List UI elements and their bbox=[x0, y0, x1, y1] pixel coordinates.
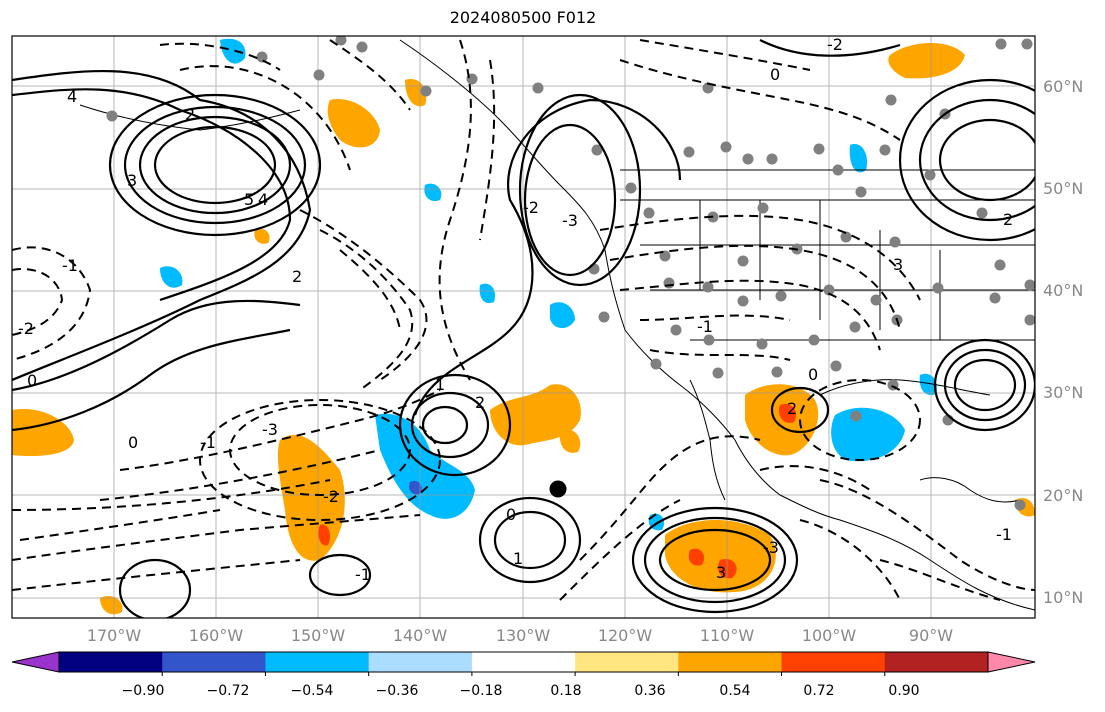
negative-anomaly-patch bbox=[919, 373, 937, 396]
colorbar-segment bbox=[471, 652, 576, 672]
colorbar-tick-label: 0.90 bbox=[888, 683, 920, 699]
positive-anomaly-patch bbox=[327, 99, 380, 148]
colorbar-border bbox=[58, 651, 989, 673]
colorbar-tick-label: −0.54 bbox=[290, 683, 334, 699]
contour-label: -2 bbox=[323, 487, 339, 506]
lat-label: 10°N bbox=[1043, 588, 1084, 607]
negative-anomaly-patch bbox=[409, 480, 422, 495]
contour-label: 2 bbox=[787, 399, 797, 418]
colorbar-segment bbox=[884, 652, 989, 672]
negative-anomaly-patch bbox=[160, 266, 183, 288]
colorbar-tick-label: 0.36 bbox=[634, 683, 666, 699]
lon-label: 90°W bbox=[908, 626, 954, 645]
colorbar bbox=[11, 651, 1036, 676]
contour-label: 0 bbox=[506, 505, 516, 524]
contour-label: -2 bbox=[523, 198, 539, 217]
contour-labels: 2 4 3 5 4 -1 -2 -3 0 1 2 -2 -3 -2 1 0 -1… bbox=[18, 35, 1013, 584]
colorbar-tick-label: 0.18 bbox=[550, 683, 582, 699]
lat-label: 30°N bbox=[1043, 383, 1084, 402]
negative-anomaly-patch bbox=[424, 183, 442, 202]
positive-anomaly-patch bbox=[778, 403, 797, 423]
contour-label: -2 bbox=[18, 319, 34, 338]
positive-anomaly-patch bbox=[745, 384, 819, 456]
solid-contours bbox=[12, 39, 1035, 618]
contour-label: -3 bbox=[763, 538, 779, 557]
center-marker bbox=[549, 480, 567, 498]
contour-label: -3 bbox=[262, 420, 278, 439]
colorbar-tick-label: −0.18 bbox=[459, 683, 503, 699]
negative-anomaly-patch bbox=[849, 144, 868, 173]
negative-anomaly-patch bbox=[831, 407, 905, 462]
contour-label: 4 bbox=[258, 190, 268, 209]
contour-label: -1 bbox=[355, 565, 371, 584]
map-border bbox=[11, 35, 1036, 619]
colorbar-tick-label: −0.72 bbox=[206, 683, 250, 699]
contour-label: 4 bbox=[67, 87, 77, 106]
positive-anomaly-patch bbox=[559, 429, 581, 453]
contour-label: -1 bbox=[697, 317, 713, 336]
positive-anomaly-patch bbox=[688, 548, 705, 566]
colorbar-segment bbox=[265, 652, 370, 672]
positive-anomaly-patch bbox=[318, 524, 331, 546]
contour-label: 3 bbox=[716, 563, 726, 582]
lon-label: 150°W bbox=[290, 626, 346, 645]
contour-label: 0 bbox=[770, 65, 780, 84]
negative-anomaly-patch bbox=[550, 302, 575, 329]
lon-label: 120°W bbox=[597, 626, 653, 645]
colorbar-extend-high bbox=[987, 651, 1036, 673]
contour-label: -1 bbox=[996, 525, 1012, 544]
lat-label: 40°N bbox=[1043, 281, 1084, 300]
contour-label: 2 bbox=[475, 393, 485, 412]
negative-anomaly-patch bbox=[479, 283, 496, 304]
contour-label: -3 bbox=[562, 211, 578, 230]
lon-label: 130°W bbox=[495, 626, 551, 645]
colorbar-segment bbox=[678, 652, 783, 672]
colorbar-segment bbox=[162, 652, 266, 672]
contour-label: -1 bbox=[62, 256, 78, 275]
colorbar-segment bbox=[575, 652, 679, 672]
lon-label: 170°W bbox=[86, 626, 142, 645]
colorbar-segment bbox=[368, 652, 473, 672]
contour-label: 0 bbox=[808, 365, 818, 384]
lon-label: 140°W bbox=[392, 626, 448, 645]
contour-label: 1 bbox=[435, 375, 445, 394]
colorbar-tick-label: 0.72 bbox=[803, 683, 835, 699]
dashed-contours bbox=[12, 39, 1035, 601]
positive-anomaly-patch bbox=[888, 42, 965, 79]
contour-label: 2 bbox=[292, 267, 302, 286]
lat-label: 60°N bbox=[1043, 77, 1084, 96]
contour-label: 3 bbox=[893, 255, 903, 274]
colorbar-extend-low bbox=[11, 651, 60, 673]
contour-label: 2 bbox=[185, 105, 195, 124]
negative-anomaly-patch bbox=[220, 38, 246, 64]
contour-label: 2 bbox=[1003, 210, 1013, 229]
colorbar-tick-label: −0.36 bbox=[375, 683, 419, 699]
contour-label: 5 bbox=[244, 190, 254, 209]
lat-label: 20°N bbox=[1043, 486, 1084, 505]
positive-anomaly-patch bbox=[490, 384, 581, 446]
contour-label: -1 bbox=[200, 433, 216, 452]
contour-label: 1 bbox=[513, 549, 523, 568]
lat-label: 50°N bbox=[1043, 179, 1084, 198]
contour-label: 0 bbox=[128, 433, 138, 452]
contour-label: 3 bbox=[127, 171, 137, 190]
anomaly-shading bbox=[12, 38, 1035, 615]
positive-anomaly-patch bbox=[665, 520, 776, 593]
lon-label: 110°W bbox=[699, 626, 755, 645]
colorbar-segment bbox=[59, 652, 163, 672]
map-title: 2024080500 F012 bbox=[449, 8, 597, 27]
lon-label: 100°W bbox=[801, 626, 857, 645]
contour-label: -2 bbox=[827, 35, 843, 54]
colorbar-tick-label: 0.54 bbox=[719, 683, 751, 699]
positive-anomaly-patch bbox=[254, 228, 270, 244]
lon-label: 160°W bbox=[188, 626, 244, 645]
colorbar-tick-label: −0.90 bbox=[121, 683, 165, 699]
positive-anomaly-patch bbox=[100, 595, 123, 615]
contour-label: 0 bbox=[27, 371, 37, 390]
colorbar-segment bbox=[781, 652, 886, 672]
